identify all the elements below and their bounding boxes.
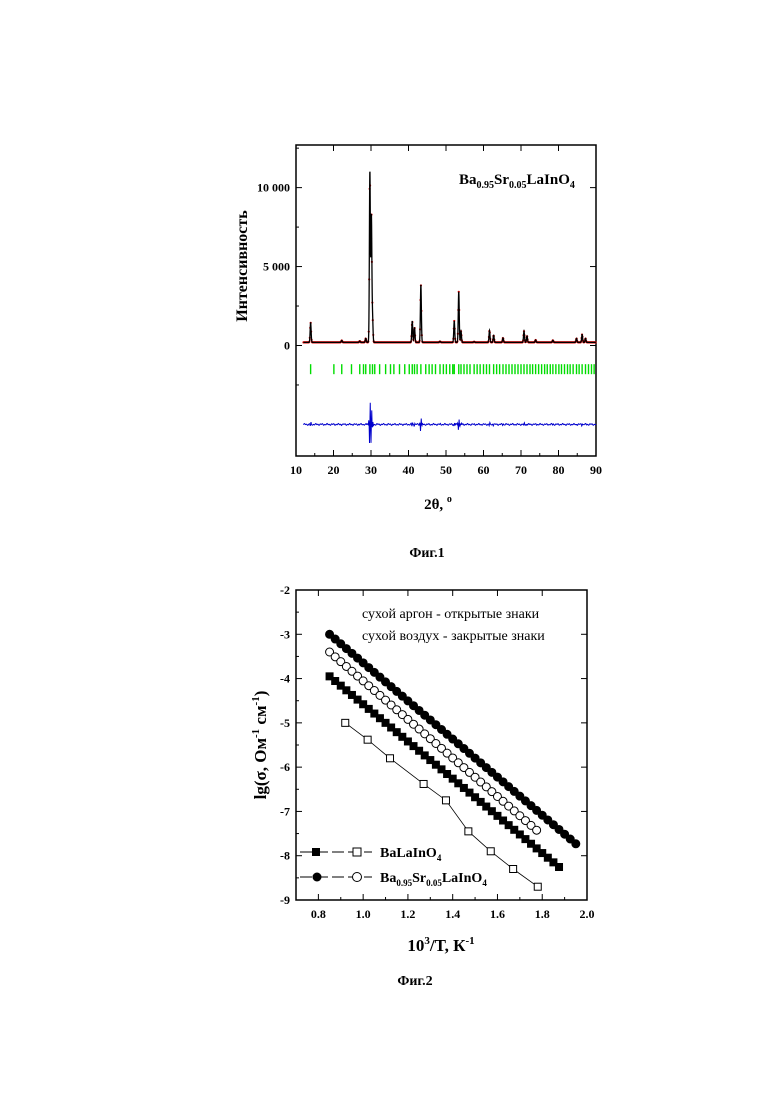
legend: BaLaInO4 Ba0.95Sr0.05LaInO4 [300,846,487,888]
cond-y-axis-label: lg(σ, Ом-1 см-1) [250,691,270,800]
xrd-y-tick-labels: 0 5 000 10 000 [257,181,290,353]
annotation-air: сухой воздух - закрытые знаки [362,629,545,644]
cond-point-square [364,736,371,743]
cond-x-tick-label: 2.0 [580,907,595,921]
legend-label-basr: Ba0.95Sr0.05LaInO4 [380,871,487,888]
xrd-x-tick-label: 50 [440,463,452,477]
xrd-x-tick-label: 20 [328,463,340,477]
xrd-y-tick-label: 0 [284,338,290,352]
cond-point-square [487,848,494,855]
figure-page: 10 20 30 40 50 60 70 80 90 0 5 000 10 000 Ba0.95Sr… [0,0,780,1103]
xrd-difference-curve [304,403,597,443]
xrd-x-tick-label: 90 [590,463,602,477]
cond-point-square [387,755,394,762]
xrd-x-tick-label: 60 [478,463,490,477]
cond-x-tick-label: 1.6 [490,907,505,921]
legend-marker-open-square [353,848,361,856]
xrd-frame [296,145,596,456]
xrd-observed-points [302,184,596,343]
cond-point-square [534,883,541,890]
cond-x-tick-label: 1.0 [356,907,371,921]
xrd-y-tick-label: 10 000 [257,181,290,195]
cond-x-tick-label: 1.8 [535,907,550,921]
cond-y-tick-label: -2 [280,583,290,597]
xrd-x-tick-label: 70 [515,463,527,477]
legend-label-balainO4: BaLaInO4 [380,846,442,863]
annotation-argon: сухой аргон - открытые знаки [362,607,540,622]
xrd-x-tick-labels: 10 20 30 40 50 60 70 80 90 [290,463,602,477]
cond-y-tick-label: -3 [280,627,290,641]
xrd-tick-group [296,145,596,456]
cond-series-group [326,630,580,890]
cond-point-circle [533,826,541,834]
cond-y-tick-label: -5 [280,716,290,730]
xrd-x-tick-label: 30 [365,463,377,477]
xrd-y-tick-label: 5 000 [263,260,290,274]
cond-y-tick-label: -7 [280,804,290,818]
cond-x-tick-label: 0.8 [311,907,326,921]
xrd-chart: 10 20 30 40 50 60 70 80 90 0 5 000 10 000 Ba0.95Sr… [234,145,602,561]
cond-x-tick-label: 1.2 [400,907,415,921]
legend-marker-open-circle [353,873,362,882]
cond-point-square [465,828,472,835]
xrd-x-tick-label: 80 [553,463,565,477]
cond-y-tick-label: -9 [280,893,290,907]
conductivity-chart: 0.8 1.0 1.2 1.4 1.6 1.8 2.0 -9 -8 -7 -6 -5 -4 -3 -2 с… [250,583,595,989]
xrd-calculated-curve [304,172,596,343]
cond-point-square [420,780,427,787]
cond-y-tick-label: -8 [280,849,290,863]
cond-point-square [556,864,563,871]
xrd-y-axis-label: Интенсивность [234,210,251,322]
xrd-x-axis-label: 2θ, o [424,494,452,513]
xrd-bragg-markers [311,364,595,374]
fig1-caption: Фиг.1 [409,546,444,561]
cond-point-circle [572,840,580,848]
xrd-x-tick-label: 40 [403,463,415,477]
xrd-title: Ba0.95Sr0.05LaInO4 [459,172,575,191]
cond-x-axis-label: 103/T, К-1 [407,935,474,955]
fig2-caption: Фиг.2 [397,974,432,989]
cond-y-tick-labels: -9 -8 -7 -6 -5 -4 -3 -2 [280,583,290,907]
cond-point-square [342,719,349,726]
cond-point-square [442,797,449,804]
legend-marker-filled-circle [313,873,322,882]
cond-x-tick-labels: 0.8 1.0 1.2 1.4 1.6 1.8 2.0 [311,907,595,921]
cond-x-tick-label: 1.4 [445,907,460,921]
legend-marker-filled-square [312,848,320,856]
cond-point-square [510,866,517,873]
cond-y-tick-label: -4 [280,672,290,686]
cond-y-tick-label: -6 [280,760,290,774]
xrd-x-tick-label: 10 [290,463,302,477]
